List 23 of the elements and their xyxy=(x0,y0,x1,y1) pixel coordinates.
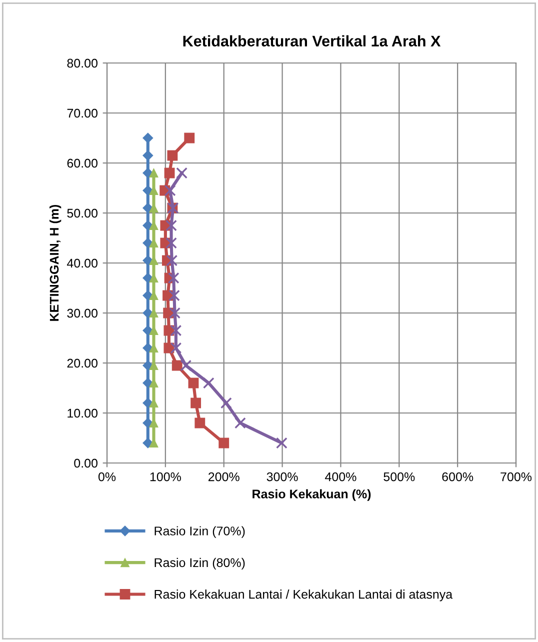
x-tick-label: 200% xyxy=(208,472,240,482)
y-tick-label: 10.00 xyxy=(68,408,98,418)
legend-label: Rasio Kekakuan Lantai / Kekakukan Lantai di atasnya xyxy=(154,590,453,602)
x-axis-title: Rasio Kekakuan (%) xyxy=(252,489,371,501)
y-tick-label: 20.00 xyxy=(67,358,98,368)
y-axis-title: KETINGGAIN, H (m) xyxy=(49,204,62,321)
y-tick-label: 0.00 xyxy=(74,458,98,468)
legend-label: Rasio Izin (80%) xyxy=(154,558,245,570)
x-tick-label: 600% xyxy=(442,472,474,482)
y-tick-label: 60.00 xyxy=(67,158,98,168)
x-tick-label: 300% xyxy=(266,472,298,482)
y-tick-label: 30.00 xyxy=(67,308,98,318)
chart-title: Ketidakberaturan Vertikal 1a Arah X xyxy=(183,35,441,46)
y-tick-label: 40.00 xyxy=(66,258,98,268)
y-tick-label: 70.00 xyxy=(67,108,98,118)
x-tick-label: 0% xyxy=(98,472,116,482)
x-tick-label: 500% xyxy=(384,472,415,482)
x-tick-label: 100% xyxy=(150,472,181,482)
x-tick-label: 400% xyxy=(325,472,356,482)
y-tick-label: 80.00 xyxy=(67,58,98,68)
x-tick-label: 700% xyxy=(500,472,532,482)
y-tick-label: 50.00 xyxy=(67,208,98,218)
legend-label: Rasio Izin (70%) xyxy=(154,526,245,538)
